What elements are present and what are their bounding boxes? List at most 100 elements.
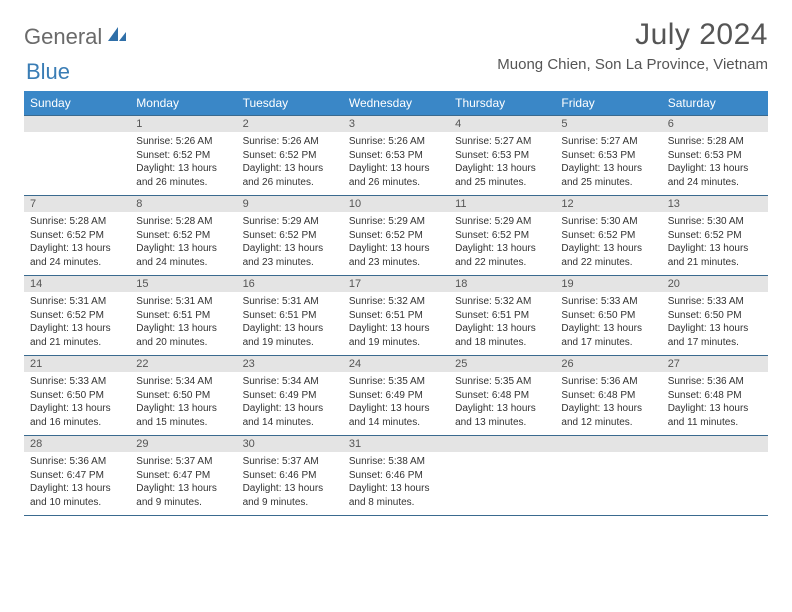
day-cell: 13Sunrise: 5:30 AMSunset: 6:52 PMDayligh…	[662, 196, 768, 276]
daylight-line: Daylight: 13 hours and 17 minutes.	[668, 322, 762, 349]
day-details: Sunrise: 5:29 AMSunset: 6:52 PMDaylight:…	[343, 212, 449, 275]
sunset-line: Sunset: 6:50 PM	[668, 309, 762, 323]
daylight-line: Daylight: 13 hours and 11 minutes.	[668, 402, 762, 429]
day-details: Sunrise: 5:37 AMSunset: 6:46 PMDaylight:…	[237, 452, 343, 515]
dayname-monday: Monday	[130, 91, 236, 116]
day-number: 2	[237, 116, 343, 132]
daylight-line: Daylight: 13 hours and 13 minutes.	[455, 402, 549, 429]
sunset-line: Sunset: 6:53 PM	[349, 149, 443, 163]
day-cell: 15Sunrise: 5:31 AMSunset: 6:51 PMDayligh…	[130, 276, 236, 356]
day-details: Sunrise: 5:27 AMSunset: 6:53 PMDaylight:…	[555, 132, 661, 195]
day-number: 13	[662, 196, 768, 212]
daylight-line: Daylight: 13 hours and 19 minutes.	[349, 322, 443, 349]
bottom-rule	[24, 515, 768, 516]
sunset-line: Sunset: 6:50 PM	[30, 389, 124, 403]
day-details: Sunrise: 5:33 AMSunset: 6:50 PMDaylight:…	[24, 372, 130, 435]
sunrise-line: Sunrise: 5:28 AM	[30, 215, 124, 229]
logo-text-blue: Blue	[26, 59, 70, 84]
day-cell: 7Sunrise: 5:28 AMSunset: 6:52 PMDaylight…	[24, 196, 130, 276]
sunrise-line: Sunrise: 5:34 AM	[136, 375, 230, 389]
daylight-line: Daylight: 13 hours and 14 minutes.	[349, 402, 443, 429]
daylight-line: Daylight: 13 hours and 26 minutes.	[136, 162, 230, 189]
day-details: Sunrise: 5:32 AMSunset: 6:51 PMDaylight:…	[449, 292, 555, 355]
day-number: 5	[555, 116, 661, 132]
sunset-line: Sunset: 6:53 PM	[561, 149, 655, 163]
daylight-line: Daylight: 13 hours and 22 minutes.	[561, 242, 655, 269]
day-details: Sunrise: 5:34 AMSunset: 6:50 PMDaylight:…	[130, 372, 236, 435]
sunrise-line: Sunrise: 5:26 AM	[243, 135, 337, 149]
sunrise-line: Sunrise: 5:30 AM	[668, 215, 762, 229]
day-details: Sunrise: 5:31 AMSunset: 6:52 PMDaylight:…	[24, 292, 130, 355]
day-number: 29	[130, 436, 236, 452]
day-cell: 4Sunrise: 5:27 AMSunset: 6:53 PMDaylight…	[449, 116, 555, 196]
day-cell: 21Sunrise: 5:33 AMSunset: 6:50 PMDayligh…	[24, 356, 130, 436]
location-text: Muong Chien, Son La Province, Vietnam	[497, 56, 768, 73]
day-number: 14	[24, 276, 130, 292]
daylight-line: Daylight: 13 hours and 25 minutes.	[561, 162, 655, 189]
sunrise-line: Sunrise: 5:29 AM	[243, 215, 337, 229]
sunset-line: Sunset: 6:53 PM	[668, 149, 762, 163]
day-details: Sunrise: 5:28 AMSunset: 6:53 PMDaylight:…	[662, 132, 768, 195]
day-cell: 11Sunrise: 5:29 AMSunset: 6:52 PMDayligh…	[449, 196, 555, 276]
day-cell	[555, 436, 661, 516]
day-details: Sunrise: 5:28 AMSunset: 6:52 PMDaylight:…	[130, 212, 236, 275]
day-details: Sunrise: 5:34 AMSunset: 6:49 PMDaylight:…	[237, 372, 343, 435]
day-number: 12	[555, 196, 661, 212]
sunrise-line: Sunrise: 5:31 AM	[136, 295, 230, 309]
daylight-line: Daylight: 13 hours and 23 minutes.	[349, 242, 443, 269]
day-cell: 17Sunrise: 5:32 AMSunset: 6:51 PMDayligh…	[343, 276, 449, 356]
sunset-line: Sunset: 6:52 PM	[668, 229, 762, 243]
sunrise-line: Sunrise: 5:33 AM	[561, 295, 655, 309]
day-number: 20	[662, 276, 768, 292]
day-cell: 29Sunrise: 5:37 AMSunset: 6:47 PMDayligh…	[130, 436, 236, 516]
day-details: Sunrise: 5:36 AMSunset: 6:47 PMDaylight:…	[24, 452, 130, 515]
day-details: Sunrise: 5:28 AMSunset: 6:52 PMDaylight:…	[24, 212, 130, 275]
day-details: Sunrise: 5:26 AMSunset: 6:53 PMDaylight:…	[343, 132, 449, 195]
day-cell: 14Sunrise: 5:31 AMSunset: 6:52 PMDayligh…	[24, 276, 130, 356]
day-number: 17	[343, 276, 449, 292]
daylight-line: Daylight: 13 hours and 25 minutes.	[455, 162, 549, 189]
day-details: Sunrise: 5:30 AMSunset: 6:52 PMDaylight:…	[662, 212, 768, 275]
sunrise-line: Sunrise: 5:31 AM	[243, 295, 337, 309]
week-row: 1Sunrise: 5:26 AMSunset: 6:52 PMDaylight…	[24, 116, 768, 196]
sunset-line: Sunset: 6:50 PM	[561, 309, 655, 323]
day-cell: 19Sunrise: 5:33 AMSunset: 6:50 PMDayligh…	[555, 276, 661, 356]
day-number: 16	[237, 276, 343, 292]
daylight-line: Daylight: 13 hours and 17 minutes.	[561, 322, 655, 349]
daylight-line: Daylight: 13 hours and 20 minutes.	[136, 322, 230, 349]
sunrise-line: Sunrise: 5:26 AM	[136, 135, 230, 149]
sunset-line: Sunset: 6:49 PM	[349, 389, 443, 403]
day-details: Sunrise: 5:29 AMSunset: 6:52 PMDaylight:…	[449, 212, 555, 275]
daylight-line: Daylight: 13 hours and 26 minutes.	[349, 162, 443, 189]
sunset-line: Sunset: 6:52 PM	[30, 229, 124, 243]
dayname-sunday: Sunday	[24, 91, 130, 116]
sunrise-line: Sunrise: 5:28 AM	[136, 215, 230, 229]
dayname-saturday: Saturday	[662, 91, 768, 116]
day-details: Sunrise: 5:37 AMSunset: 6:47 PMDaylight:…	[130, 452, 236, 515]
month-title: July 2024	[497, 18, 768, 52]
sunrise-line: Sunrise: 5:28 AM	[668, 135, 762, 149]
day-cell: 24Sunrise: 5:35 AMSunset: 6:49 PMDayligh…	[343, 356, 449, 436]
day-cell	[24, 116, 130, 196]
day-number: 11	[449, 196, 555, 212]
daylight-line: Daylight: 13 hours and 9 minutes.	[243, 482, 337, 509]
daylight-line: Daylight: 13 hours and 22 minutes.	[455, 242, 549, 269]
sunrise-line: Sunrise: 5:30 AM	[561, 215, 655, 229]
daylight-line: Daylight: 13 hours and 21 minutes.	[30, 322, 124, 349]
sunset-line: Sunset: 6:47 PM	[30, 469, 124, 483]
day-number: 8	[130, 196, 236, 212]
daylight-line: Daylight: 13 hours and 26 minutes.	[243, 162, 337, 189]
day-number: 1	[130, 116, 236, 132]
day-number: 23	[237, 356, 343, 372]
sunset-line: Sunset: 6:52 PM	[136, 149, 230, 163]
dayname-tuesday: Tuesday	[237, 91, 343, 116]
week-row: 14Sunrise: 5:31 AMSunset: 6:52 PMDayligh…	[24, 276, 768, 356]
day-cell: 3Sunrise: 5:26 AMSunset: 6:53 PMDaylight…	[343, 116, 449, 196]
sunset-line: Sunset: 6:50 PM	[136, 389, 230, 403]
sunset-line: Sunset: 6:52 PM	[561, 229, 655, 243]
day-number: 22	[130, 356, 236, 372]
day-number: 4	[449, 116, 555, 132]
sunset-line: Sunset: 6:47 PM	[136, 469, 230, 483]
daylight-line: Daylight: 13 hours and 15 minutes.	[136, 402, 230, 429]
day-cell: 9Sunrise: 5:29 AMSunset: 6:52 PMDaylight…	[237, 196, 343, 276]
